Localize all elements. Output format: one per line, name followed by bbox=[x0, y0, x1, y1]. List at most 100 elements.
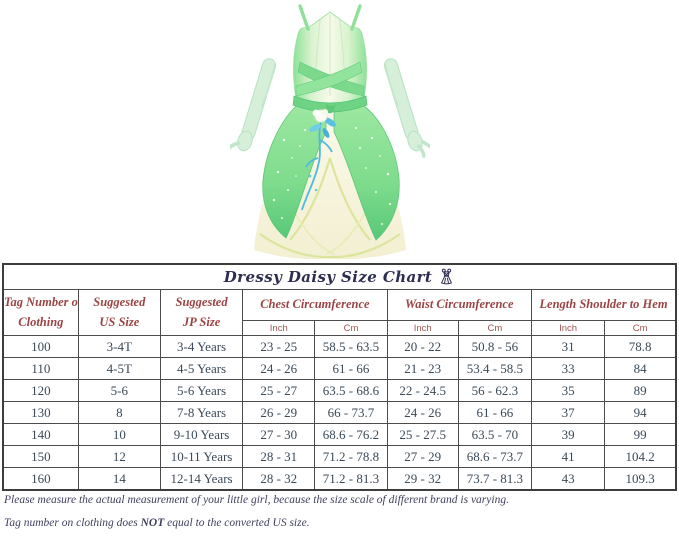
chart-title: Dressy Daisy Size Chart bbox=[223, 268, 433, 286]
size-chart-table: Dressy Daisy Size Chart Tag Number on Cl… bbox=[2, 263, 677, 491]
note-tag-number: Tag number on clothing does NOT equal to… bbox=[4, 516, 310, 529]
cell: 130 bbox=[2, 401, 79, 424]
cell: 7-8 Years bbox=[159, 401, 244, 424]
subheader-length-inch: Inch bbox=[530, 320, 606, 336]
chart-title-cell: Dressy Daisy Size Chart bbox=[2, 263, 677, 290]
cell: 43 bbox=[530, 467, 606, 491]
cell: 68.6 - 76.2 bbox=[314, 423, 388, 446]
cell: 78.8 bbox=[604, 335, 677, 358]
cell: 63.5 - 70 bbox=[457, 423, 532, 446]
col-header-length: Length Shoulder to Hem bbox=[530, 289, 677, 321]
cell: 29 - 32 bbox=[386, 467, 459, 491]
cell: 5-6 Years bbox=[159, 379, 244, 402]
table-row-160: 160 14 12-14 Years 28 - 32 71.2 - 81.3 2… bbox=[2, 467, 677, 491]
cell: 71.2 - 78.8 bbox=[314, 445, 388, 468]
cell: 94 bbox=[604, 401, 677, 424]
cell: 35 bbox=[530, 379, 606, 402]
cell: 58.5 - 63.5 bbox=[314, 335, 388, 358]
glove-left bbox=[230, 58, 277, 152]
cell: 12 bbox=[77, 445, 161, 468]
cell: 22 - 24.5 bbox=[386, 379, 459, 402]
cell: 12-14 Years bbox=[159, 467, 244, 491]
title-row: Dressy Daisy Size Chart bbox=[2, 263, 677, 290]
cell: 50.8 - 56 bbox=[457, 335, 532, 358]
overskirt-right bbox=[333, 105, 400, 241]
cell: 66 - 73.7 bbox=[314, 401, 388, 424]
cell: 27 - 30 bbox=[242, 423, 316, 446]
cell: 20 - 22 bbox=[386, 335, 459, 358]
cell: 3-4T bbox=[77, 335, 161, 358]
cell: 25 - 27.5 bbox=[386, 423, 459, 446]
col-header-chest: Chest Circumference bbox=[242, 289, 388, 321]
cell: 25 - 27 bbox=[242, 379, 316, 402]
cell: 24 - 26 bbox=[242, 357, 316, 380]
cell: 61 - 66 bbox=[457, 401, 532, 424]
cell: 41 bbox=[530, 445, 606, 468]
cell: 26 - 29 bbox=[242, 401, 316, 424]
col-header-waist: Waist Circumference bbox=[386, 289, 532, 321]
cell: 99 bbox=[604, 423, 677, 446]
subheader-length-cm: Cm bbox=[604, 320, 677, 336]
cell: 89 bbox=[604, 379, 677, 402]
subheader-chest-inch: Inch bbox=[242, 320, 316, 336]
cell: 150 bbox=[2, 445, 79, 468]
cell: 4-5 Years bbox=[159, 357, 244, 380]
table-row-130: 130 8 7-8 Years 26 - 29 66 - 73.7 24 - 2… bbox=[2, 401, 677, 424]
cell: 104.2 bbox=[604, 445, 677, 468]
cell: 160 bbox=[2, 467, 79, 491]
cell: 23 - 25 bbox=[242, 335, 316, 358]
table-row-150: 150 12 10-11 Years 28 - 31 71.2 - 78.8 2… bbox=[2, 445, 677, 468]
cell: 109.3 bbox=[604, 467, 677, 491]
cell: 8 bbox=[77, 401, 161, 424]
cell: 140 bbox=[2, 423, 79, 446]
cell: 28 - 32 bbox=[242, 467, 316, 491]
cell: 73.7 - 81.3 bbox=[457, 467, 532, 491]
cell: 84 bbox=[604, 357, 677, 380]
cell: 4-5T bbox=[77, 357, 161, 380]
cell: 27 - 29 bbox=[386, 445, 459, 468]
cell: 63.5 - 68.6 bbox=[314, 379, 388, 402]
cell: 5-6 bbox=[77, 379, 161, 402]
table-row-120: 120 5-6 5-6 Years 25 - 27 63.5 - 68.6 22… bbox=[2, 379, 677, 402]
glove-right bbox=[383, 58, 430, 158]
dress-illustration bbox=[230, 4, 430, 260]
cell: 10-11 Years bbox=[159, 445, 244, 468]
col-header-tag-number: Tag Number on Clothing bbox=[2, 289, 79, 336]
cell: 14 bbox=[77, 467, 161, 491]
note-measure: Please measure the actual measurement of… bbox=[4, 494, 509, 506]
overskirt-left bbox=[262, 105, 327, 239]
cell: 31 bbox=[530, 335, 606, 358]
cell: 24 - 26 bbox=[386, 401, 459, 424]
cell: 33 bbox=[530, 357, 606, 380]
cell: 28 - 31 bbox=[242, 445, 316, 468]
subheader-chest-cm: Cm bbox=[314, 320, 388, 336]
table-row-140: 140 10 9-10 Years 27 - 30 68.6 - 76.2 25… bbox=[2, 423, 677, 446]
subheader-waist-cm: Cm bbox=[457, 320, 532, 336]
table-row-100: 100 3-4T 3-4 Years 23 - 25 58.5 - 63.5 2… bbox=[2, 335, 677, 358]
cell: 9-10 Years bbox=[159, 423, 244, 446]
cell: 71.2 - 81.3 bbox=[314, 467, 388, 491]
cell: 3-4 Years bbox=[159, 335, 244, 358]
cell: 21 - 23 bbox=[386, 357, 459, 380]
table-row-110: 110 4-5T 4-5 Years 24 - 26 61 - 66 21 - … bbox=[2, 357, 677, 380]
cell: 61 - 66 bbox=[314, 357, 388, 380]
cell: 120 bbox=[2, 379, 79, 402]
footer-notes: Please measure the actual measurement of… bbox=[4, 492, 674, 537]
petal-edges bbox=[259, 157, 401, 259]
cell: 100 bbox=[2, 335, 79, 358]
cell: 53.4 - 58.5 bbox=[457, 357, 532, 380]
cell: 37 bbox=[530, 401, 606, 424]
header-row: Tag Number on Clothing Suggested US Size… bbox=[2, 289, 677, 336]
col-header-us-size: Suggested US Size bbox=[77, 289, 161, 336]
subheader-waist-inch: Inch bbox=[386, 320, 459, 336]
cell: 39 bbox=[530, 423, 606, 446]
flower-vine bbox=[301, 109, 336, 211]
product-photo bbox=[0, 0, 679, 263]
cell: 56 - 62.3 bbox=[457, 379, 532, 402]
dress-icon bbox=[441, 268, 453, 285]
bodice bbox=[292, 4, 368, 114]
col-header-jp-size: Suggested JP Size bbox=[159, 289, 244, 336]
cell: 10 bbox=[77, 423, 161, 446]
cell: 110 bbox=[2, 357, 79, 380]
cell: 68.6 - 73.7 bbox=[457, 445, 532, 468]
